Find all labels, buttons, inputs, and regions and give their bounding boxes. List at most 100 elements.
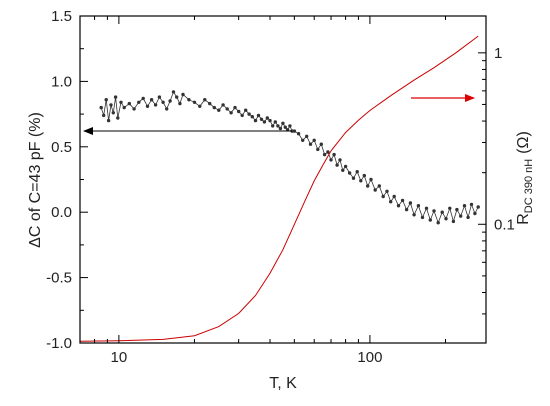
y-right-tick-label: 1 bbox=[494, 45, 502, 62]
capacitance-data-point bbox=[369, 177, 373, 182]
y-axis-label-right-main: R bbox=[515, 213, 532, 225]
capacitance-data-point bbox=[385, 189, 389, 193]
capacitance-data-point bbox=[416, 204, 421, 208]
capacitance-data-point bbox=[432, 209, 436, 213]
capacitance-data-point bbox=[448, 206, 452, 210]
capacitance-data-point bbox=[288, 124, 292, 128]
y-left-tick-label: 1.5 bbox=[51, 8, 72, 25]
capacitance-data-point bbox=[396, 204, 401, 208]
y-left-tick-label: -1.0 bbox=[46, 335, 72, 352]
capacitance-data-point bbox=[111, 111, 116, 115]
x-tick-label: 10 bbox=[111, 349, 128, 366]
capacitance-data-point bbox=[203, 98, 207, 102]
capacitance-data-point bbox=[347, 171, 352, 175]
capacitance-data-point bbox=[389, 200, 393, 204]
capacitance-data-point bbox=[359, 179, 363, 183]
capacitance-data-point bbox=[462, 204, 467, 208]
capacitance-data-point bbox=[102, 113, 106, 118]
capacitance-data-point bbox=[244, 108, 248, 112]
capacitance-data-point bbox=[322, 152, 327, 157]
capacitance-data-point bbox=[168, 99, 172, 103]
capacitance-data-point bbox=[247, 112, 251, 116]
capacitance-data-point bbox=[326, 150, 330, 154]
capacitance-data-point bbox=[329, 158, 333, 162]
capacitance-data-point bbox=[305, 134, 309, 138]
capacitance-data-point bbox=[104, 98, 108, 102]
capacitance-data-point bbox=[106, 118, 111, 123]
capacitance-data-point bbox=[192, 100, 197, 105]
capacitance-data-point bbox=[377, 184, 381, 188]
capacitance-data-point bbox=[165, 107, 169, 111]
capacitance-data-point bbox=[212, 105, 216, 110]
capacitance-data-point bbox=[253, 118, 258, 123]
capacitance-data-point bbox=[250, 115, 254, 119]
capacitance-data-point bbox=[256, 113, 261, 118]
capacitance-data-point bbox=[221, 103, 225, 107]
capacitance-data-point bbox=[276, 124, 280, 128]
capacitance-data-point bbox=[459, 214, 463, 218]
capacitance-data-point bbox=[455, 207, 459, 212]
plot-frame bbox=[79, 15, 487, 344]
capacitance-data-point bbox=[153, 103, 158, 107]
capacitance-data-point bbox=[278, 126, 283, 131]
capacitance-data-point bbox=[237, 109, 241, 114]
capacitance-data-point bbox=[335, 163, 339, 167]
capacitance-data-point bbox=[281, 121, 285, 126]
capacitance-data-point bbox=[217, 108, 221, 112]
capacitance-data-point bbox=[175, 95, 179, 99]
capacitance-data-point bbox=[466, 215, 470, 220]
capacitance-data-point bbox=[157, 95, 162, 99]
y-left-tick-label: -0.5 bbox=[46, 270, 72, 287]
capacitance-data-point bbox=[332, 152, 336, 157]
y-right-tick-label: 0.1 bbox=[494, 216, 515, 233]
capacitance-data-point bbox=[412, 213, 416, 217]
capacitance-data-point bbox=[198, 104, 202, 109]
capacitance-data-point bbox=[187, 98, 191, 102]
capacitance-data-point bbox=[424, 206, 429, 210]
capacitance-data-point bbox=[338, 158, 342, 162]
capacitance-data-point bbox=[141, 96, 145, 101]
capacitance-data-point bbox=[122, 105, 126, 110]
capacitance-data-point bbox=[149, 98, 154, 102]
capacitance-data-point bbox=[319, 142, 323, 146]
capacitance-data-point bbox=[404, 207, 409, 212]
capacitance-data-point bbox=[208, 101, 212, 106]
y-left-tick-label: 0.5 bbox=[51, 139, 72, 156]
capacitance-data-point bbox=[268, 118, 272, 123]
tick-layer bbox=[79, 15, 486, 344]
capacitance-data-point bbox=[132, 107, 136, 111]
capacitance-data-point bbox=[119, 100, 123, 105]
capacitance-data-point bbox=[473, 211, 477, 216]
capacitance-data-point bbox=[341, 168, 345, 172]
capacitance-data-point bbox=[99, 105, 103, 110]
capacitance-data-point bbox=[308, 142, 313, 146]
capacitance-data-point bbox=[265, 116, 269, 120]
capacitance-data-point bbox=[181, 92, 185, 97]
y-axis-label-right-sub: DC 390 nH bbox=[523, 159, 535, 213]
capacitance-data-point bbox=[444, 217, 448, 221]
capacitance-data-point bbox=[292, 129, 297, 133]
capacitance-data-point bbox=[262, 120, 267, 124]
capacitance-data-point bbox=[408, 201, 413, 205]
capacitance-data-point bbox=[171, 90, 176, 94]
capacitance-data-point bbox=[355, 170, 359, 174]
resistance-series-line bbox=[79, 35, 479, 342]
capacitance-data-point bbox=[343, 164, 348, 169]
y-axis-label-right: RDC 390 nH (Ω) bbox=[515, 131, 535, 225]
capacitance-data-point bbox=[420, 215, 425, 220]
capacitance-data-point bbox=[296, 132, 301, 136]
capacitance-data-point bbox=[240, 113, 244, 118]
capacitance-data-point bbox=[381, 194, 385, 199]
capacitance-data-point bbox=[225, 107, 229, 111]
y-axis-label-right-unit: (Ω) bbox=[515, 131, 532, 154]
capacitance-data-point bbox=[366, 184, 370, 188]
capacitance-data-point bbox=[436, 221, 440, 225]
y-axis-label-left: ΔC of C=43 pF (%) bbox=[27, 112, 44, 248]
capacitance-data-point bbox=[113, 95, 118, 99]
capacitance-series-line bbox=[100, 90, 479, 224]
capacitance-data-point bbox=[301, 138, 305, 142]
y-left-tick-label: 0.0 bbox=[51, 204, 72, 221]
capacitance-data-point bbox=[283, 125, 287, 129]
capacitance-data-point bbox=[116, 116, 120, 120]
